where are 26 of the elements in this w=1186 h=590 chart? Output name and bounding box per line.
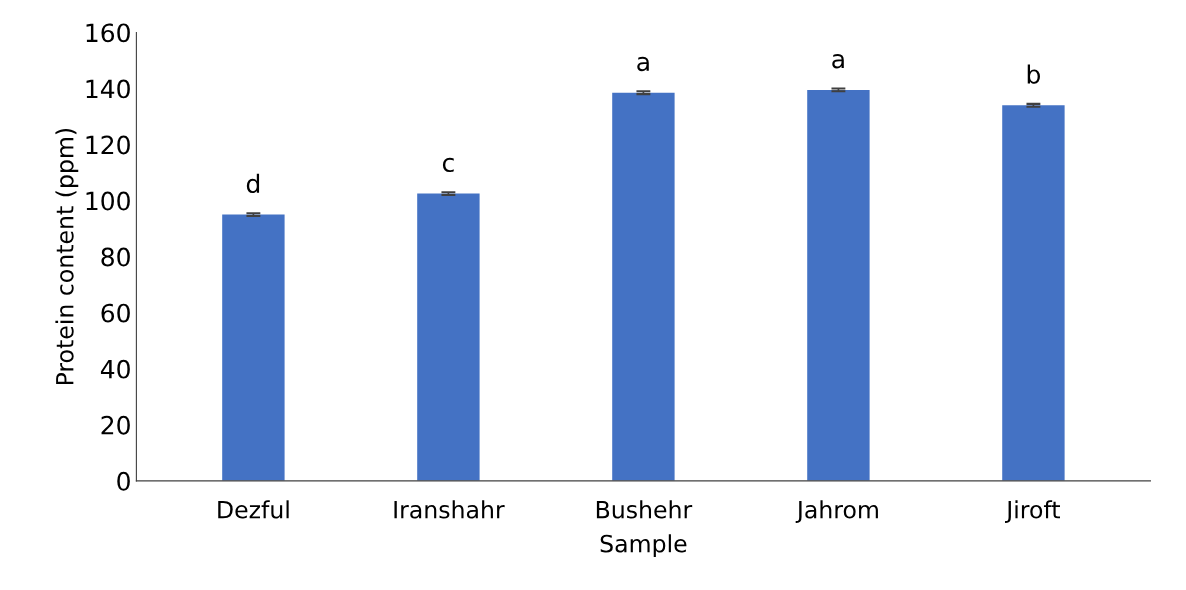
annotation: d bbox=[246, 173, 260, 194]
x-tick-label: Dezful bbox=[218, 500, 289, 519]
bar bbox=[417, 193, 480, 481]
y-tick-label: 20 bbox=[101, 415, 130, 435]
bar bbox=[807, 89, 870, 481]
x-tick-label: Jiroft bbox=[1005, 500, 1060, 523]
annotation: a bbox=[832, 54, 844, 69]
bar bbox=[222, 214, 285, 481]
y-tick-label: 0 bbox=[117, 471, 130, 491]
annotation: a bbox=[637, 56, 649, 72]
y-tick-label: 160 bbox=[86, 23, 130, 43]
x-axis-title: Sample bbox=[600, 534, 687, 558]
bar bbox=[1002, 105, 1065, 481]
y-axis-title: Protein content (ppm) bbox=[55, 128, 79, 385]
y-tick-label: 80 bbox=[101, 247, 130, 267]
y-tick-label: 40 bbox=[100, 359, 130, 379]
bar bbox=[612, 92, 675, 481]
y-tick-label: 100 bbox=[86, 191, 130, 211]
x-tick-label: Iranshahr bbox=[394, 500, 505, 519]
y-tick-label: 120 bbox=[86, 135, 130, 155]
x-tick-label: Jahrom bbox=[795, 500, 878, 523]
y-tick-label: 140 bbox=[86, 79, 130, 99]
annotation: c bbox=[442, 157, 454, 173]
y-tick-label: 60 bbox=[101, 303, 130, 323]
x-tick-label: Bushehr bbox=[596, 500, 693, 519]
annotation: b bbox=[1027, 64, 1040, 84]
